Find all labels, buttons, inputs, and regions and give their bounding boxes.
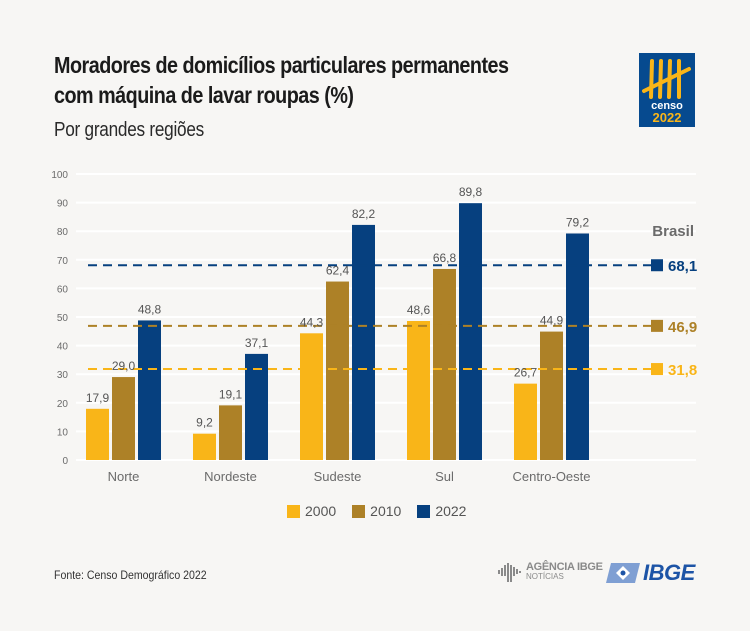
data-label: 66,8: [433, 251, 457, 265]
data-label: 17,9: [86, 391, 110, 405]
brasil-value-2000: 31,8: [668, 362, 697, 379]
agencia-ibge-logo: AGÊNCIA IBGE NOTÍCIAS: [498, 562, 603, 582]
agencia-subtitle: NOTÍCIAS: [526, 572, 564, 581]
data-label: 82,2: [352, 207, 376, 221]
legend-label-2022: 2022: [435, 503, 467, 519]
y-tick-label: 40: [57, 342, 69, 353]
ibge-wordmark: IBGE: [643, 560, 695, 585]
bar-2022: [566, 233, 589, 460]
bar-2010: [219, 405, 242, 460]
data-label: 89,8: [459, 185, 483, 199]
bar-2010: [326, 281, 349, 460]
brasil-reference-lines: 68,1 46,9 31,8: [88, 258, 697, 379]
ibge-symbol-icon: [606, 563, 640, 583]
bars: [86, 203, 589, 460]
y-tick-label: 20: [57, 399, 69, 410]
data-label: 48,8: [138, 302, 162, 316]
censo-year: 2022: [653, 110, 682, 125]
bar-2000: [193, 433, 216, 460]
source-note: Fonte: Censo Demográfico 2022: [54, 568, 207, 582]
agencia-bars-icon: [498, 563, 521, 582]
censo-2022-logo: censo 2022: [639, 53, 695, 127]
bar-2010: [112, 377, 135, 460]
data-label: 26,7: [514, 366, 538, 380]
data-label: 44,3: [300, 315, 324, 329]
data-label: 29,0: [112, 359, 136, 373]
bar-2000: [300, 333, 323, 460]
chart-legend: 2000 2010 2022: [287, 503, 466, 519]
category-label: Norte: [108, 469, 140, 484]
data-label: 19,1: [219, 387, 243, 401]
bar-2022: [138, 320, 161, 460]
y-tick-label: 90: [57, 199, 69, 210]
brasil-marker-2010: [651, 319, 663, 332]
brasil-marker-2000: [651, 363, 663, 376]
legend-swatch-2022: [417, 504, 431, 518]
ibge-logo: IBGE: [606, 560, 695, 586]
data-label: 48,6: [407, 303, 431, 317]
y-axis-ticks: 0 10 20 30 40 50 60 70 80 90 100: [51, 170, 68, 467]
bar-2022: [245, 353, 268, 460]
y-tick-label: 60: [57, 284, 69, 295]
category-label: Sul: [435, 469, 454, 484]
brasil-value-2022: 68,1: [668, 258, 697, 275]
y-tick-label: 100: [51, 170, 68, 181]
data-label: 44,9: [540, 314, 564, 328]
y-tick-label: 80: [57, 227, 69, 238]
bar-chart: 0 10 20 30 40 50 60 70 80 90 100 68,1 46,9 31,8 17,9…: [51, 170, 697, 484]
y-tick-label: 0: [62, 456, 68, 467]
chart-subtitle: Por grandes regiões: [54, 119, 205, 141]
category-label: Sudeste: [314, 469, 362, 484]
legend-label-2010: 2010: [370, 503, 402, 519]
bar-2000: [407, 321, 430, 460]
chart-title-line2: com máquina de lavar roupas (%): [54, 82, 354, 108]
category-label: Centro-Oeste: [512, 469, 590, 484]
bar-2022: [459, 203, 482, 460]
y-tick-label: 10: [57, 427, 69, 438]
category-label: Nordeste: [204, 469, 257, 484]
data-label: 37,1: [245, 336, 269, 350]
y-tick-label: 70: [57, 256, 69, 267]
bar-2000: [86, 408, 109, 460]
bar-2010: [433, 268, 456, 460]
legend-item-2000: 2000: [287, 503, 336, 519]
censo-word: censo: [651, 100, 683, 112]
data-label: 79,2: [566, 215, 590, 229]
legend-item-2010: 2010: [352, 503, 401, 519]
x-axis-labels: Norte Nordeste Sudeste Sul Centro-Oeste: [108, 469, 591, 484]
legend-item-2022: 2022: [417, 503, 466, 519]
bar-2022: [352, 224, 375, 460]
y-tick-label: 50: [57, 313, 69, 324]
data-labels: 17,9 29,0 48,8 9,2 19,1 37,1 44,3 62,4 82,2 48,6 6…: [86, 185, 590, 430]
brasil-title: Brasil: [652, 223, 694, 240]
legend-swatch-2010: [352, 504, 366, 518]
chart-title-line1: Moradores de domicílios particulares per…: [54, 52, 509, 78]
y-tick-label: 30: [57, 370, 69, 381]
brasil-marker-2022: [651, 259, 663, 272]
brasil-value-2010: 46,9: [668, 319, 697, 336]
data-label: 9,2: [196, 416, 213, 430]
chart-title: Moradores de domicílios particulares per…: [54, 50, 536, 110]
data-label: 62,4: [326, 264, 350, 278]
bar-2010: [540, 331, 563, 460]
bar-2000: [514, 383, 537, 460]
legend-swatch-2000: [287, 504, 300, 518]
legend-label-2000: 2000: [305, 503, 337, 519]
tally-marks-icon: [642, 59, 691, 99]
grid-lines: [76, 173, 696, 461]
agencia-title: AGÊNCIA IBGE: [526, 561, 603, 573]
